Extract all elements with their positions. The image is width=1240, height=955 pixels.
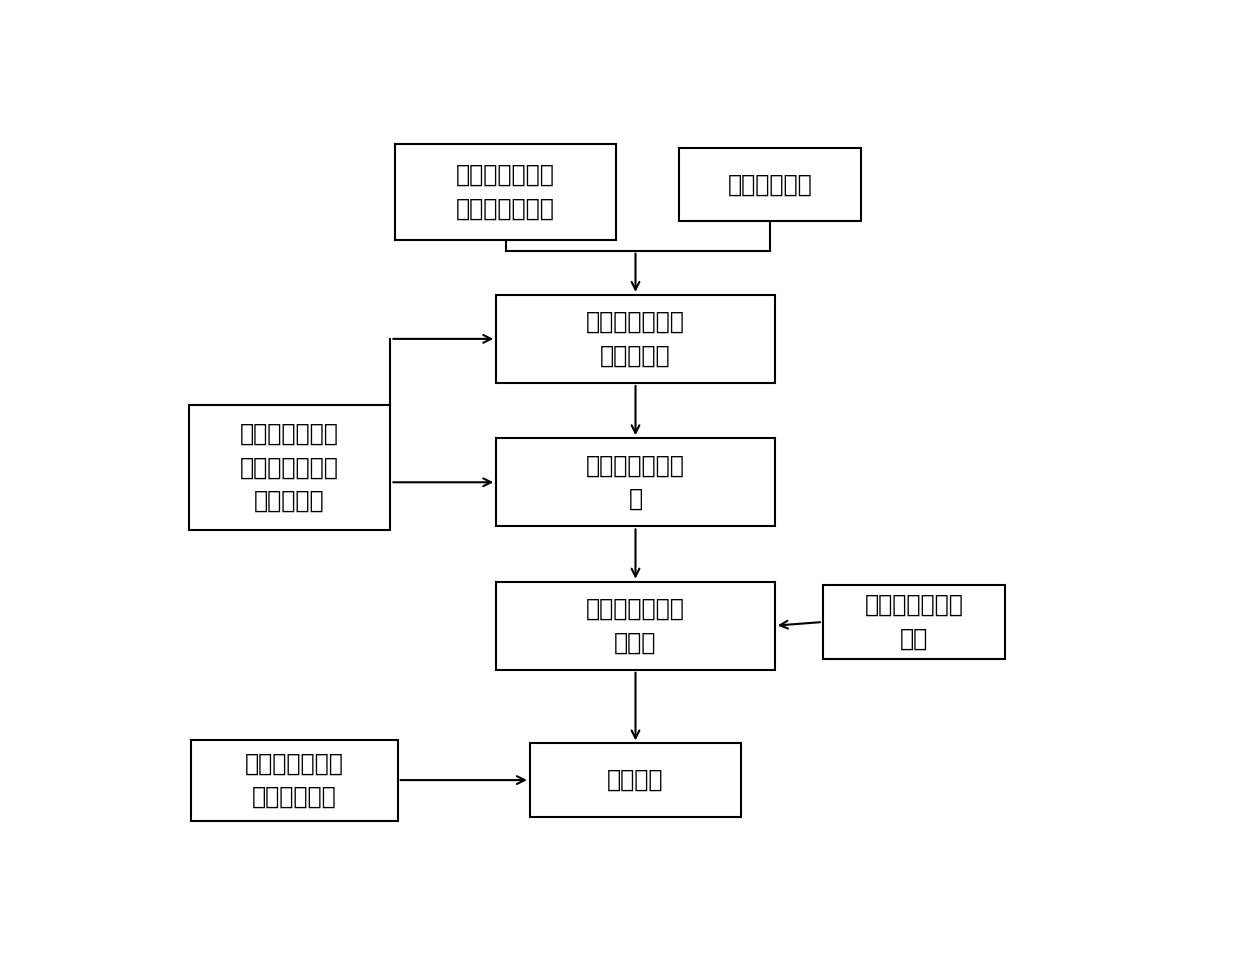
Text: 名义额头温度距
离补偿: 名义额头温度距 离补偿 (587, 597, 684, 654)
Text: 读取被测人员距
离值: 读取被测人员距 离值 (864, 593, 963, 650)
Bar (496, 295, 775, 383)
Text: 计算体温: 计算体温 (608, 768, 663, 792)
Bar (529, 743, 742, 817)
Text: 计算额头灰度值
温度补偿量: 计算额头灰度值 温度补偿量 (587, 310, 684, 368)
Text: 名义额头温度与
体温对应关系: 名义额头温度与 体温对应关系 (246, 752, 343, 809)
Text: 读取热像仪图像
额头区域灰度值: 读取热像仪图像 额头区域灰度值 (456, 163, 556, 221)
Bar (496, 582, 775, 669)
Bar (823, 585, 1006, 659)
Bar (188, 405, 391, 530)
Text: 计算名义额头温
度: 计算名义额头温 度 (587, 454, 684, 511)
Text: 读取环境温度: 读取环境温度 (728, 173, 812, 197)
Bar (678, 148, 862, 222)
Bar (496, 438, 775, 526)
Bar (396, 144, 616, 240)
Text: 黑体红外图像灰
度、距离与温度
的映射关系: 黑体红外图像灰 度、距离与温度 的映射关系 (241, 422, 339, 513)
Bar (191, 739, 398, 820)
